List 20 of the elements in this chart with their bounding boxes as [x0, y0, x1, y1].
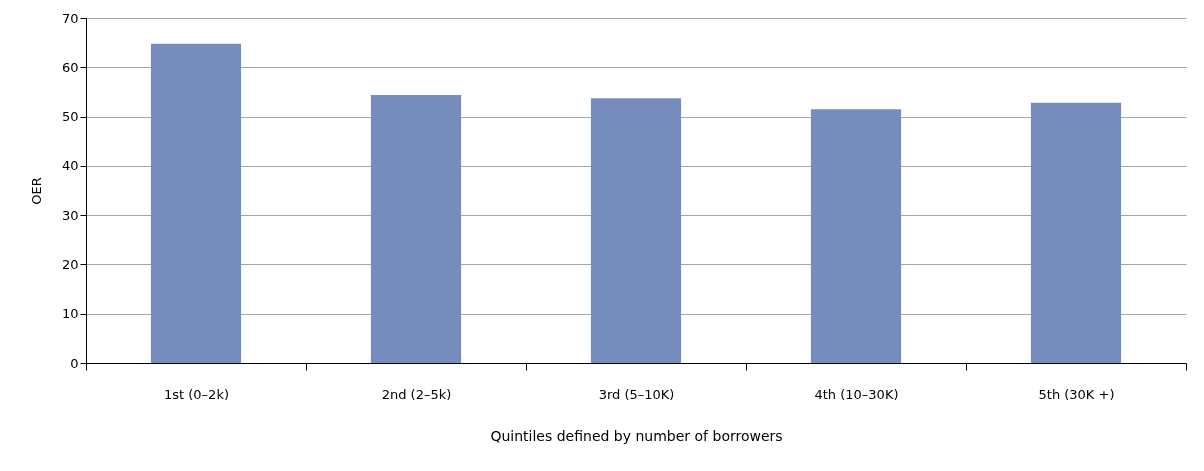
bar: [370, 94, 462, 363]
y-tick-label: 0: [70, 355, 79, 371]
x-axis-title: Quintiles defined by number of borrowers: [490, 427, 783, 444]
y-tick-label: 40: [61, 158, 79, 174]
y-axis-title: OER: [28, 177, 44, 205]
x-tick-label: 3rd (5–10K): [598, 386, 675, 402]
bar: [150, 43, 242, 363]
y-tick-label: 10: [61, 306, 79, 322]
x-tick-label: 1st (0–2k): [164, 386, 229, 402]
y-tick-label: 50: [61, 109, 79, 125]
y-tick-label: 30: [61, 207, 79, 223]
bar: [590, 98, 682, 363]
x-tick-label: 4th (10–30K): [814, 386, 899, 402]
y-tick-label: 70: [61, 10, 79, 26]
bar: [1030, 102, 1122, 363]
y-tick-label: 20: [61, 256, 79, 272]
x-tick-label: 5th (30K +): [1038, 386, 1115, 402]
bar: [810, 109, 902, 363]
y-tick-label: 60: [61, 59, 79, 75]
x-tick-label: 2nd (2–5k): [381, 386, 452, 402]
